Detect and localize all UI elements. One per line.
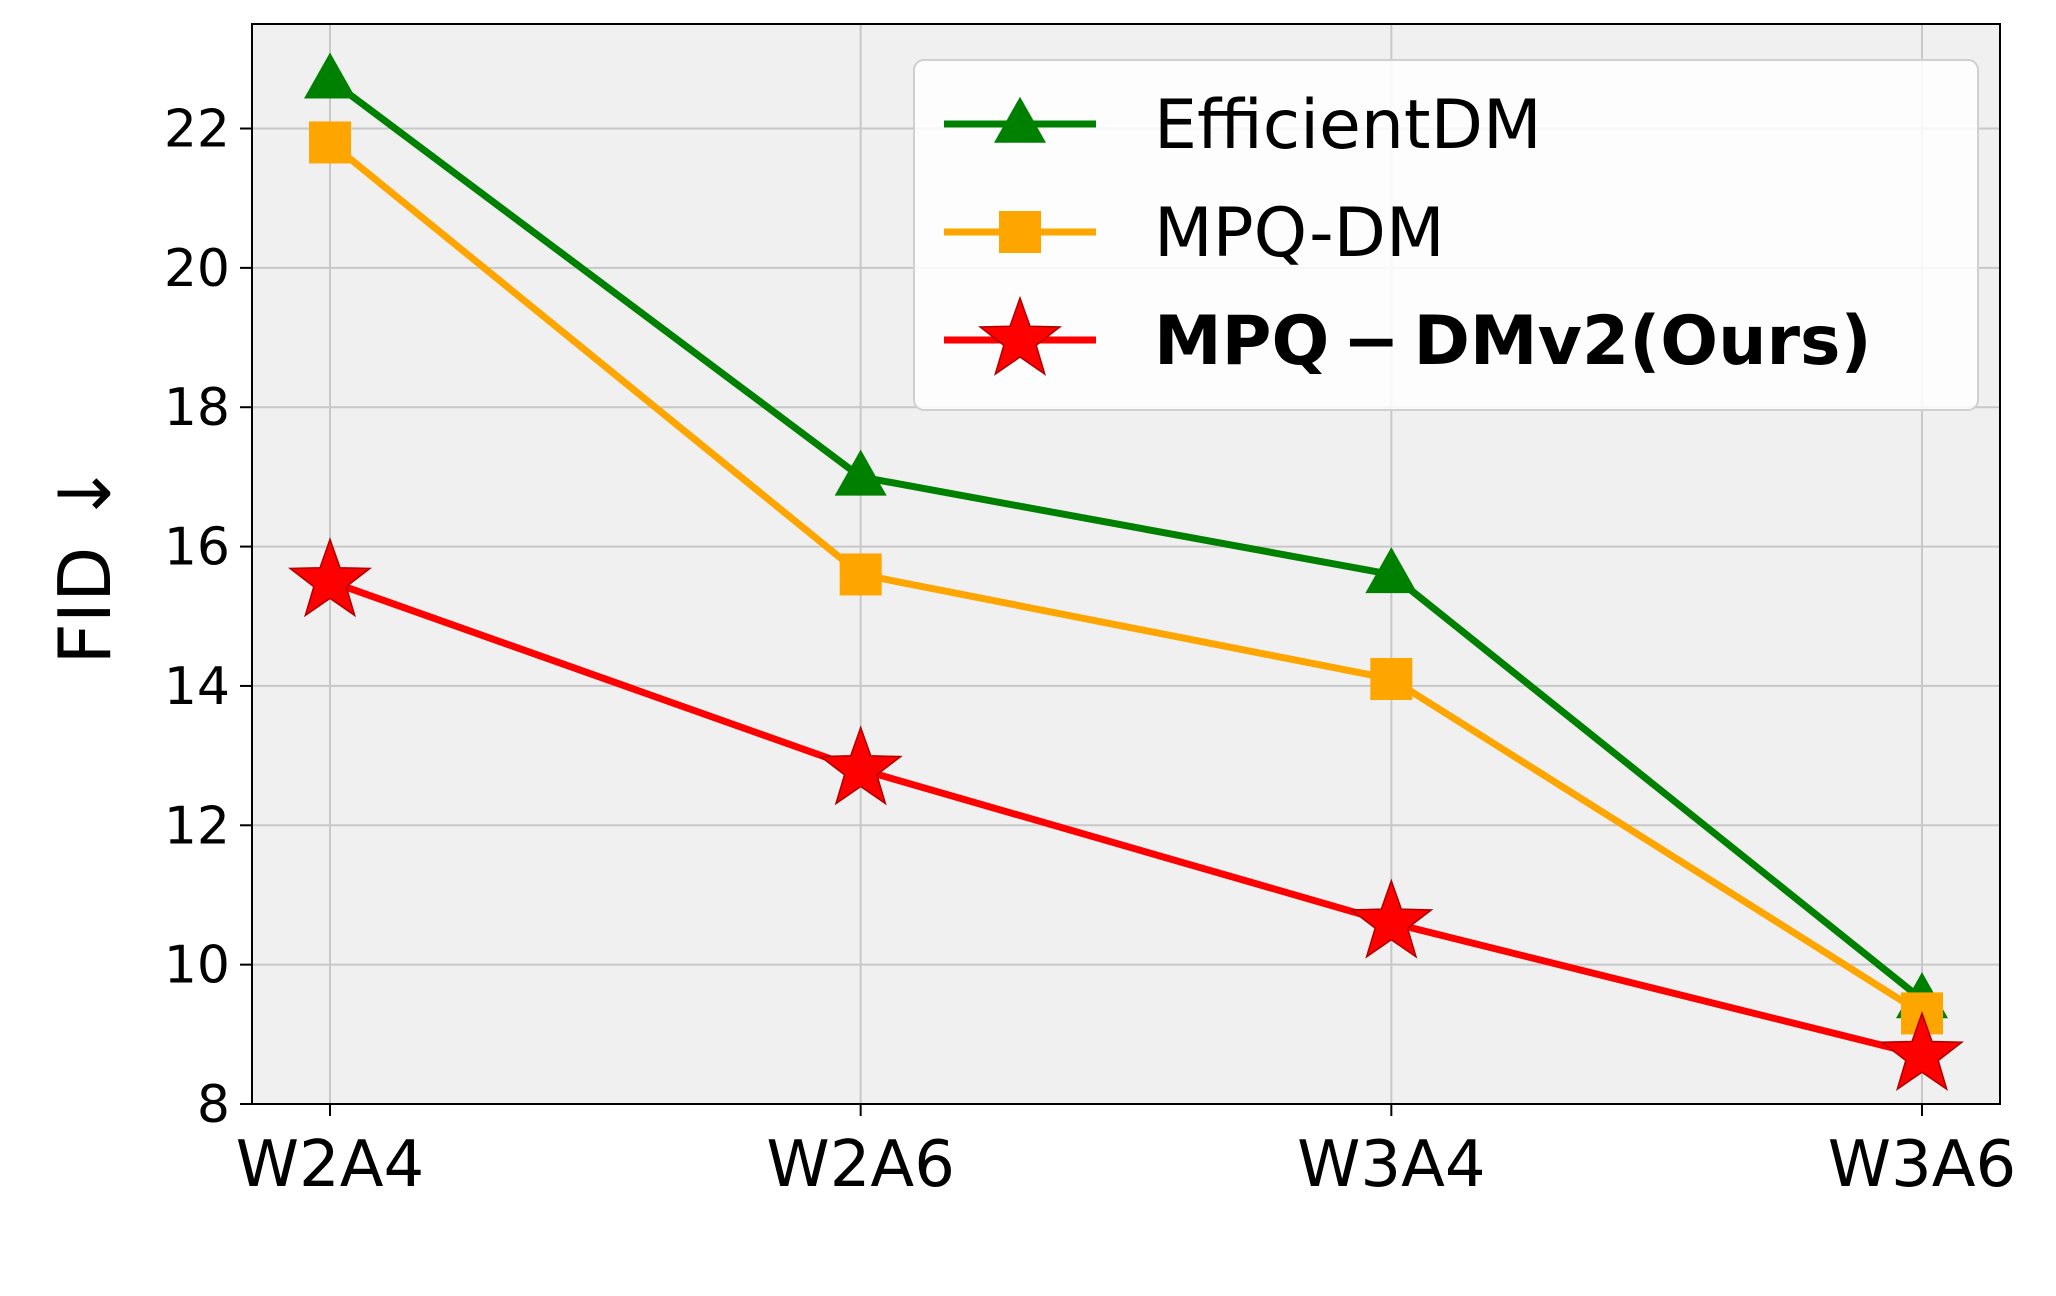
legend-label: MPQ − DMv2(Ours) [1154,302,1872,381]
y-axis-label: FID ↓ [43,463,127,664]
data-point [818,725,903,806]
legend-box [913,59,1979,411]
legend-label: EfficientDM [1154,86,1542,165]
y-tick-label: 8 [197,1075,230,1135]
series-line [327,76,1925,1003]
data-point [1879,1010,1965,1092]
x-tick-label: W2A6 [766,1128,955,1202]
data-point [1349,878,1434,959]
legend-marker [977,295,1063,376]
y-tick-label: 16 [164,518,230,578]
series-1 [309,121,1943,1035]
legend-label: MPQ-DM [1154,194,1445,273]
series-line [327,139,1924,1017]
x-tick-label: W3A4 [1297,1128,1486,1202]
data-point [309,121,351,164]
y-tick-label: 20 [164,239,230,299]
y-tick-label: 18 [164,378,230,438]
series-line [328,578,1923,1059]
data-point [287,537,373,618]
y-tick-label: 12 [164,796,230,856]
data-point [1370,657,1413,700]
legend-item: MPQ-DM [944,194,1445,273]
series-2 [287,537,1965,1092]
data-point [304,52,356,99]
x-tick-label: W3A6 [1828,1128,2017,1202]
series-layer [287,52,1965,1092]
legend: EfficientDM MPQ-DM MPQ − DMv2(Ours) [913,59,1979,411]
legend-item: EfficientDM [944,86,1542,165]
y-tick-label: 10 [164,936,230,996]
y-axis: 8 10 12 14 16 18 20 22 [164,100,252,1135]
data-point [834,449,887,496]
legend-marker [999,211,1041,253]
x-tick-label: W2A4 [236,1128,425,1202]
data-point [839,553,882,596]
legend-item: MPQ − DMv2(Ours) [944,295,1872,381]
data-point [1365,547,1418,594]
legend-marker [994,96,1046,143]
y-tick-label: 14 [164,657,230,717]
x-axis: W2A4 W2A6 W3A4 W3A6 [236,1104,2017,1202]
y-tick-label: 22 [164,100,230,160]
plot-frame [251,23,2001,1105]
